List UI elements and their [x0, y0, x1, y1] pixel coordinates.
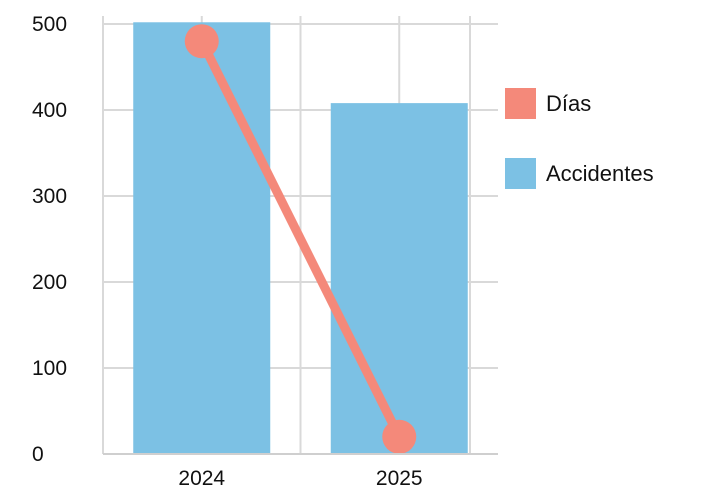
legend: Días Accidentes	[505, 88, 654, 189]
line-dias	[197, 36, 404, 442]
y-tick-label-500: 500	[32, 13, 67, 36]
legend-label-accidentes: Accidentes	[546, 161, 654, 186]
legend-swatch-accidentes	[505, 158, 536, 189]
point-dias-2024	[184, 24, 219, 59]
line-series	[184, 24, 417, 454]
y-tick-label-200: 200	[32, 271, 67, 294]
x-tick-label-2024: 2024	[178, 467, 225, 490]
axes: 0 100 200 300 400 500 2024 2025	[32, 13, 498, 490]
y-tick-label-300: 300	[32, 185, 67, 208]
x-tick-label-2025: 2025	[376, 467, 423, 490]
y-tick-label-100: 100	[32, 357, 67, 380]
point-dias-2025	[382, 419, 417, 454]
y-tick-label-0: 0	[32, 443, 44, 466]
bar-2025	[330, 103, 468, 455]
legend-label-dias: Días	[546, 91, 591, 116]
legend-swatch-dias	[505, 88, 536, 119]
bar-series	[133, 22, 468, 455]
bar-2024	[133, 22, 271, 455]
y-tick-label-400: 400	[32, 99, 67, 122]
